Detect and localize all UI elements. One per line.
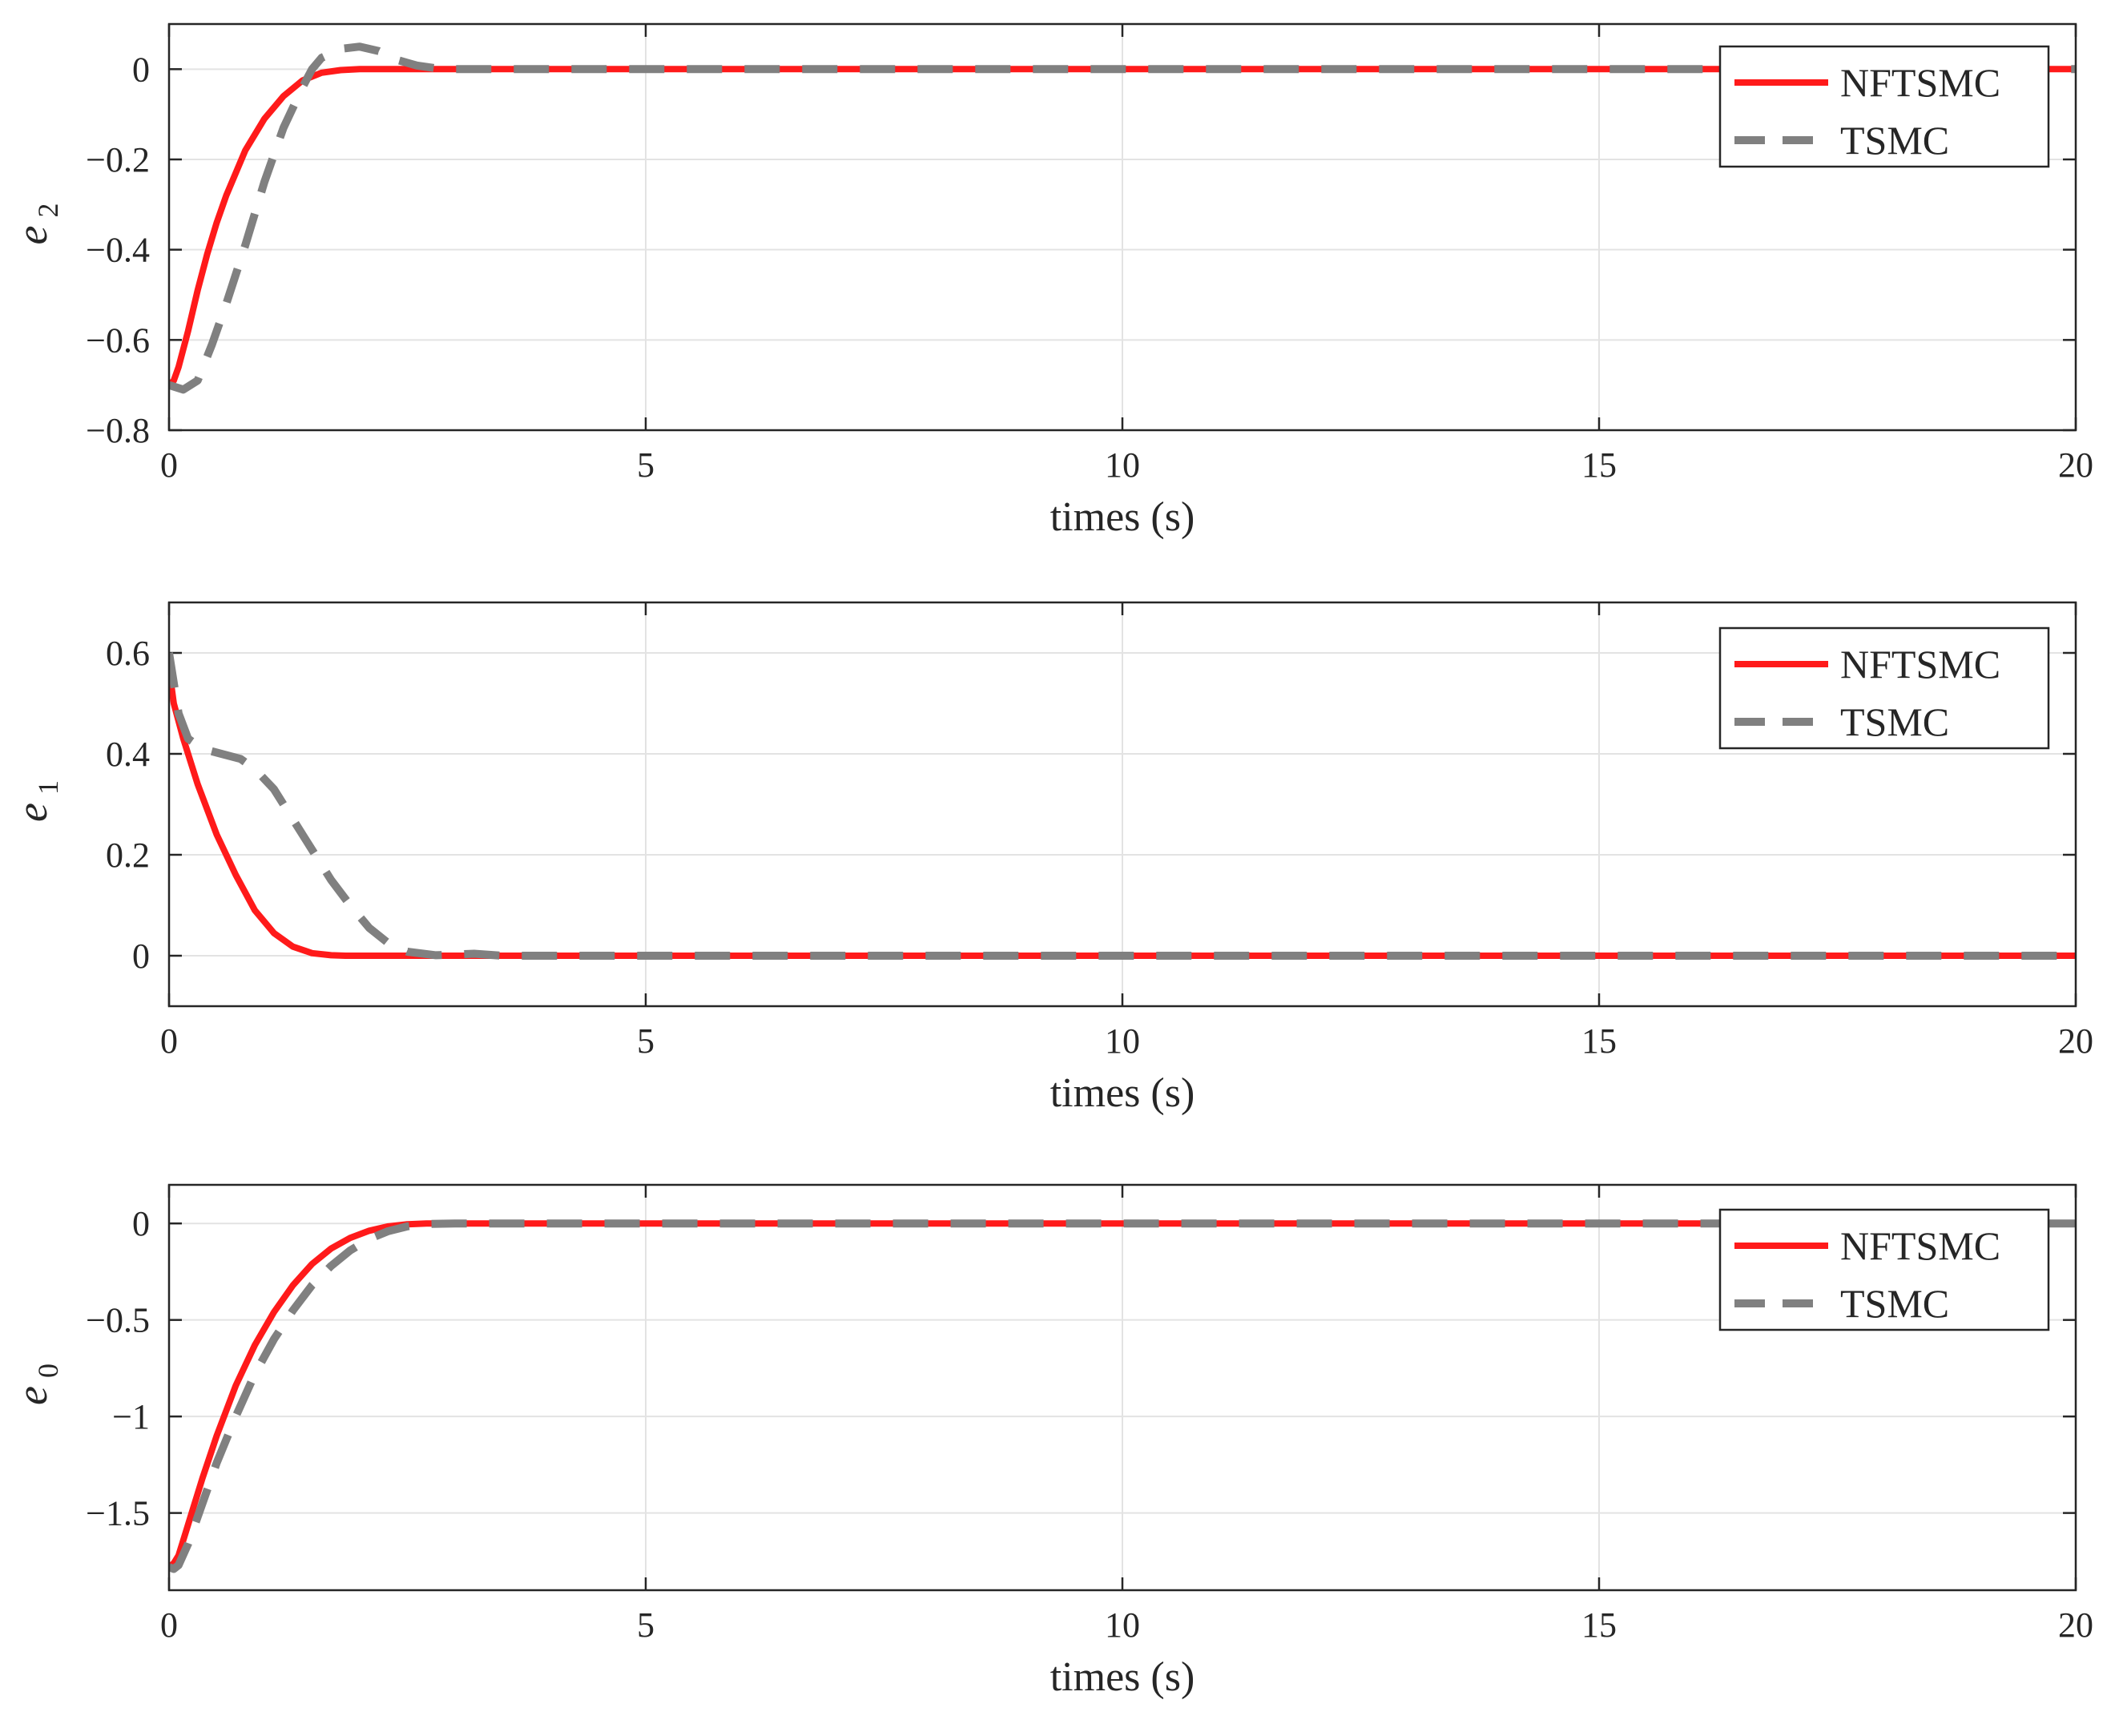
series-line-tsmc [169, 42, 2076, 394]
legend-label-nftsmc: NFTSMC [1840, 60, 2000, 105]
axes-frame [167, 1183, 2077, 1592]
axes-frame [167, 22, 2077, 432]
legend: NFTSMC TSMC [1718, 45, 2050, 168]
y-axis-label-symbol: e [8, 226, 56, 245]
legend: NFTSMC TSMC [1718, 1208, 2050, 1331]
legend: NFTSMC TSMC [1718, 626, 2050, 750]
x-tick-label: 5 [637, 445, 655, 485]
y-tick-label: 0 [132, 936, 150, 976]
y-tick-label: 0.2 [106, 836, 150, 875]
y-axis-label: e0 [8, 1363, 64, 1405]
y-tick-label: −0.5 [86, 1301, 150, 1340]
legend-label-nftsmc: NFTSMC [1840, 642, 2000, 687]
y-tick-label: 0 [132, 50, 150, 89]
x-tick-label: 15 [1581, 1605, 1617, 1645]
x-tick-label: 10 [1105, 1605, 1140, 1645]
series-line-tsmc [169, 1219, 2076, 1573]
x-axis-label: times (s) [1050, 494, 1195, 540]
series-line-nftsmc [169, 667, 2076, 959]
x-tick-label: 0 [160, 1605, 178, 1645]
y-tick-label: −0.2 [86, 140, 150, 179]
axes-frame [167, 601, 2077, 1008]
y-tick-label: −1 [112, 1397, 150, 1436]
x-tick-label: 0 [160, 1021, 178, 1061]
x-tick-label: 10 [1105, 445, 1140, 485]
y-tick-label: −0.6 [86, 320, 150, 360]
y-axis-label-subscript: 2 [32, 203, 64, 218]
x-axis-label: times (s) [1050, 1070, 1195, 1116]
x-tick-label: 15 [1581, 445, 1617, 485]
series-line-tsmc [169, 652, 2076, 960]
y-axis-label-symbol: e [8, 1386, 56, 1405]
y-axis-label-subscript: 1 [32, 780, 64, 795]
legend-box [1718, 626, 2050, 750]
x-tick-label: 20 [2058, 1021, 2093, 1061]
x-tick-label: 10 [1105, 1021, 1140, 1061]
y-tick-label: −0.8 [86, 411, 150, 450]
legend-box [1718, 45, 2050, 168]
x-tick-label: 0 [160, 445, 178, 485]
y-axis-label: e1 [8, 780, 64, 822]
y-tick-label: 0 [132, 1204, 150, 1243]
y-tick-label: 0.4 [106, 735, 150, 774]
x-tick-label: 20 [2058, 1605, 2093, 1645]
y-tick-label: 0.6 [106, 634, 150, 673]
x-tick-label: 5 [637, 1605, 655, 1645]
x-tick-label: 15 [1581, 1021, 1617, 1061]
y-axis-label: e2 [8, 203, 64, 245]
legend-label-tsmc: TSMC [1840, 1281, 1949, 1326]
x-tick-label: 5 [637, 1021, 655, 1061]
y-axis-label-symbol: e [8, 803, 56, 822]
legend-label-tsmc: TSMC [1840, 699, 1949, 744]
y-tick-label: −0.4 [86, 231, 150, 270]
series-line-nftsmc [169, 66, 2076, 388]
x-axis-label: times (s) [1050, 1654, 1195, 1700]
legend-label-tsmc: TSMC [1840, 118, 1949, 163]
legend-box [1718, 1208, 2050, 1331]
legend-label-nftsmc: NFTSMC [1840, 1223, 2000, 1268]
y-axis-label-subscript: 0 [32, 1363, 64, 1378]
x-tick-label: 20 [2058, 445, 2093, 485]
y-tick-label: −1.5 [86, 1494, 150, 1533]
